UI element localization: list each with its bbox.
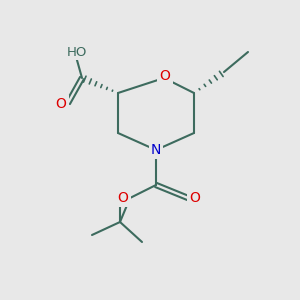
Text: O: O: [56, 97, 66, 111]
Text: O: O: [190, 191, 200, 205]
Text: O: O: [160, 69, 170, 83]
Text: O: O: [118, 191, 128, 205]
Text: HO: HO: [67, 46, 87, 59]
Text: N: N: [151, 143, 161, 157]
